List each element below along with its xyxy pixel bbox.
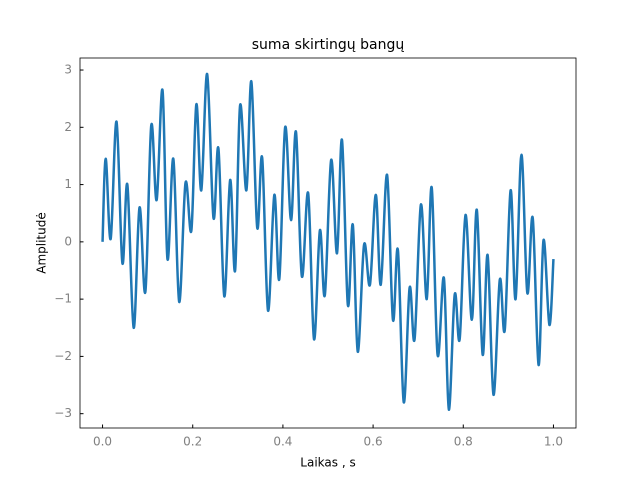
y-tick-label: 3 [64, 63, 72, 77]
y-axis-label: Amplitudė [35, 212, 49, 274]
y-tick-label: 0 [64, 234, 72, 248]
x-tick-label: 0.6 [364, 435, 383, 449]
plot-frame [79, 57, 577, 429]
x-tick-label: 0.0 [93, 435, 112, 449]
y-tick-label: −2 [54, 349, 72, 363]
x-axis-label: Laikas , s [300, 456, 355, 470]
y-tick-label: 2 [64, 120, 72, 134]
x-tick-label: 0.4 [273, 435, 292, 449]
y-tick-label: −1 [54, 292, 72, 306]
data-line [101, 72, 555, 411]
y-tick-label: 1 [64, 177, 72, 191]
x-tick-label: 0.8 [454, 435, 473, 449]
x-tick-label: 1.0 [544, 435, 563, 449]
y-tick-label: −3 [54, 406, 72, 420]
chart-title: suma skirtingų bangų [252, 37, 405, 53]
x-tick-label: 0.2 [183, 435, 202, 449]
